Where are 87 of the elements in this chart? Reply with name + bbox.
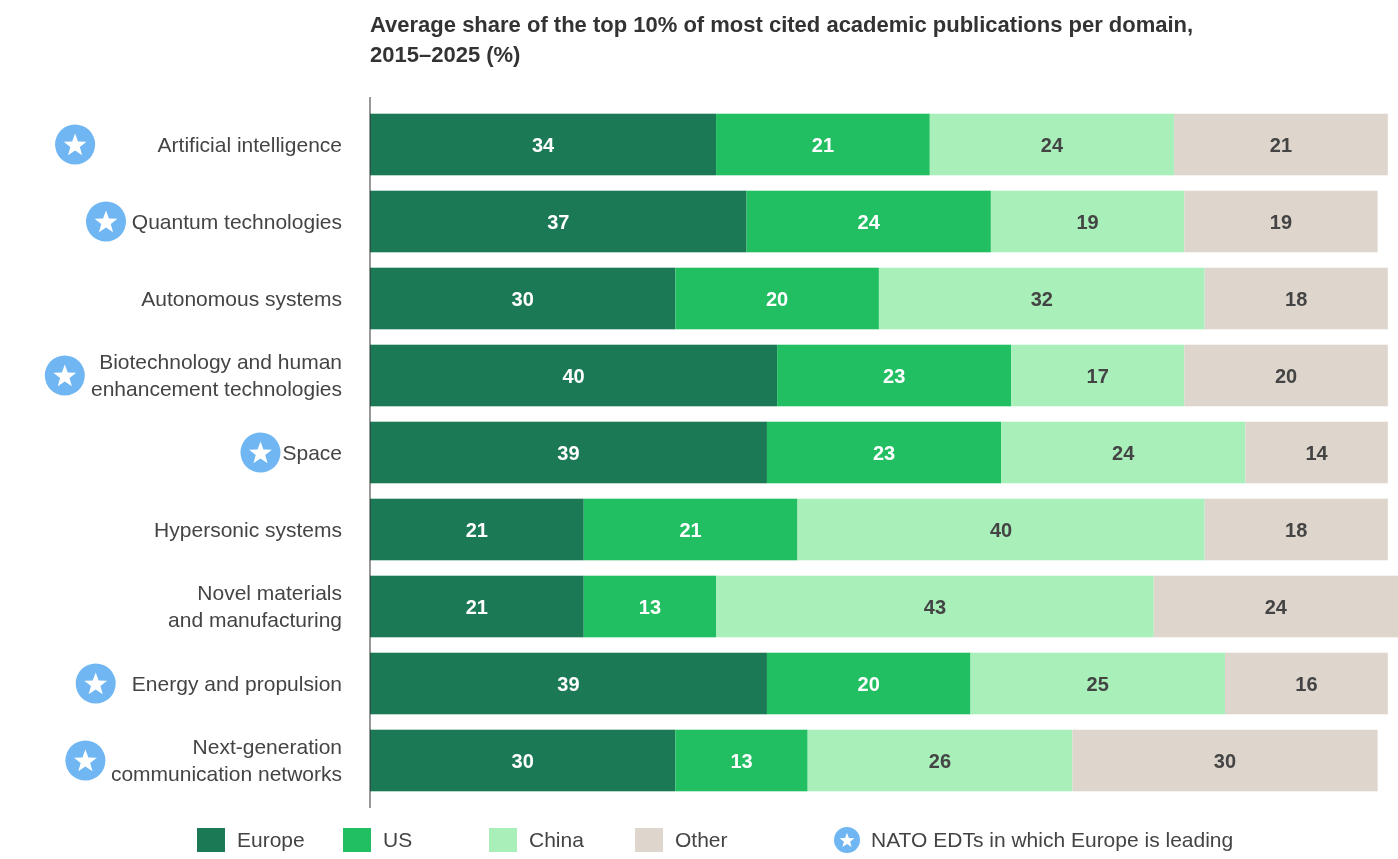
legend-label: China: [529, 828, 585, 852]
bar: [970, 652, 1225, 715]
bar: [990, 190, 1185, 253]
data-label: 30: [511, 749, 534, 772]
bar: [370, 190, 747, 253]
bar: [929, 113, 1175, 176]
bar: [1001, 421, 1246, 484]
data-label: 24: [857, 210, 881, 233]
bar: [370, 498, 584, 561]
data-label: 24: [1264, 595, 1288, 618]
bar: [716, 575, 1154, 638]
bar: [370, 652, 767, 715]
legend-label: Other: [675, 828, 728, 852]
bar: [1184, 190, 1378, 253]
bar: [1245, 421, 1388, 484]
y-tick-label: Artificial intelligence: [157, 132, 342, 156]
bar: [370, 344, 778, 407]
data-label: 14: [1305, 441, 1329, 464]
y-tick-label: Quantum technologies: [131, 209, 342, 233]
bar: [878, 267, 1205, 330]
data-label: 20: [766, 287, 789, 310]
data-label: 23: [883, 364, 906, 387]
data-label: 43: [923, 595, 947, 618]
bar: [370, 267, 676, 330]
data-label: 39: [557, 672, 580, 695]
y-tick-label: Biotechnology and human enhancement technologies: [90, 350, 342, 401]
bar: [1174, 113, 1388, 176]
data-label: 19: [1076, 210, 1099, 233]
bar: [583, 498, 798, 561]
data-label: 21: [679, 518, 702, 541]
bar: [807, 729, 1073, 792]
bar: [797, 498, 1205, 561]
bar: [716, 113, 930, 176]
data-label: 17: [1086, 364, 1109, 387]
y-tick-label: Novel materials and manufacturing: [168, 581, 342, 632]
bar: [1153, 575, 1398, 638]
data-label: 13: [638, 595, 662, 618]
y-tick-label: Energy and propulsion: [131, 671, 342, 695]
bar: [675, 267, 879, 330]
data-label: 30: [1213, 749, 1237, 772]
bar: [766, 421, 1002, 484]
data-label: 24: [1112, 441, 1136, 464]
chart-title: Average share of the top 10% of most cited academic publications per domain, 2015–2025 (%): [370, 12, 1194, 67]
bar: [1184, 344, 1388, 407]
data-label: 23: [872, 441, 896, 464]
data-label: 18: [1285, 287, 1308, 310]
data-label: 30: [511, 287, 534, 310]
data-label: 20: [1274, 364, 1298, 387]
data-label: 34: [531, 133, 556, 156]
bar: [777, 344, 1012, 407]
bar: [675, 729, 808, 792]
data-label: 40: [562, 364, 585, 387]
data-label: 20: [857, 672, 880, 695]
data-label: 24: [1040, 133, 1064, 156]
bar: [1204, 267, 1388, 330]
bar: [370, 575, 584, 638]
legend-label: Europe: [237, 828, 305, 852]
data-label: 21: [465, 518, 488, 541]
data-label: 25: [1086, 672, 1109, 695]
data-label: 19: [1269, 210, 1293, 233]
legend-label: US: [383, 828, 413, 852]
data-label: 32: [1030, 287, 1053, 310]
bar: [370, 113, 717, 176]
bar: [1224, 652, 1388, 715]
bar: [370, 729, 676, 792]
y-tick-label: Next-generation communication networks: [110, 735, 342, 786]
y-tick-label: Space: [282, 440, 342, 464]
text: NATO EDTs in which Europe is leading: [871, 828, 1234, 852]
y-tick-label: Hypersonic systems: [154, 517, 342, 541]
data-label: 21: [811, 133, 835, 156]
data-label: 21: [1269, 133, 1293, 156]
bar: [1011, 344, 1185, 407]
data-label: 13: [730, 749, 753, 772]
data-label: 26: [928, 749, 952, 772]
data-label: 16: [1295, 672, 1318, 695]
bar: [766, 652, 971, 715]
bar: [746, 190, 991, 253]
y-tick-label: Autonomous systems: [141, 286, 342, 310]
data-label: 18: [1285, 518, 1308, 541]
bar: [1072, 729, 1378, 792]
bar: [370, 421, 767, 484]
data-label: 40: [989, 518, 1013, 541]
bar: [1204, 498, 1388, 561]
bar: [583, 575, 717, 638]
data-label: 39: [557, 441, 580, 464]
data-label: 21: [465, 595, 488, 618]
data-label: 37: [547, 210, 570, 233]
